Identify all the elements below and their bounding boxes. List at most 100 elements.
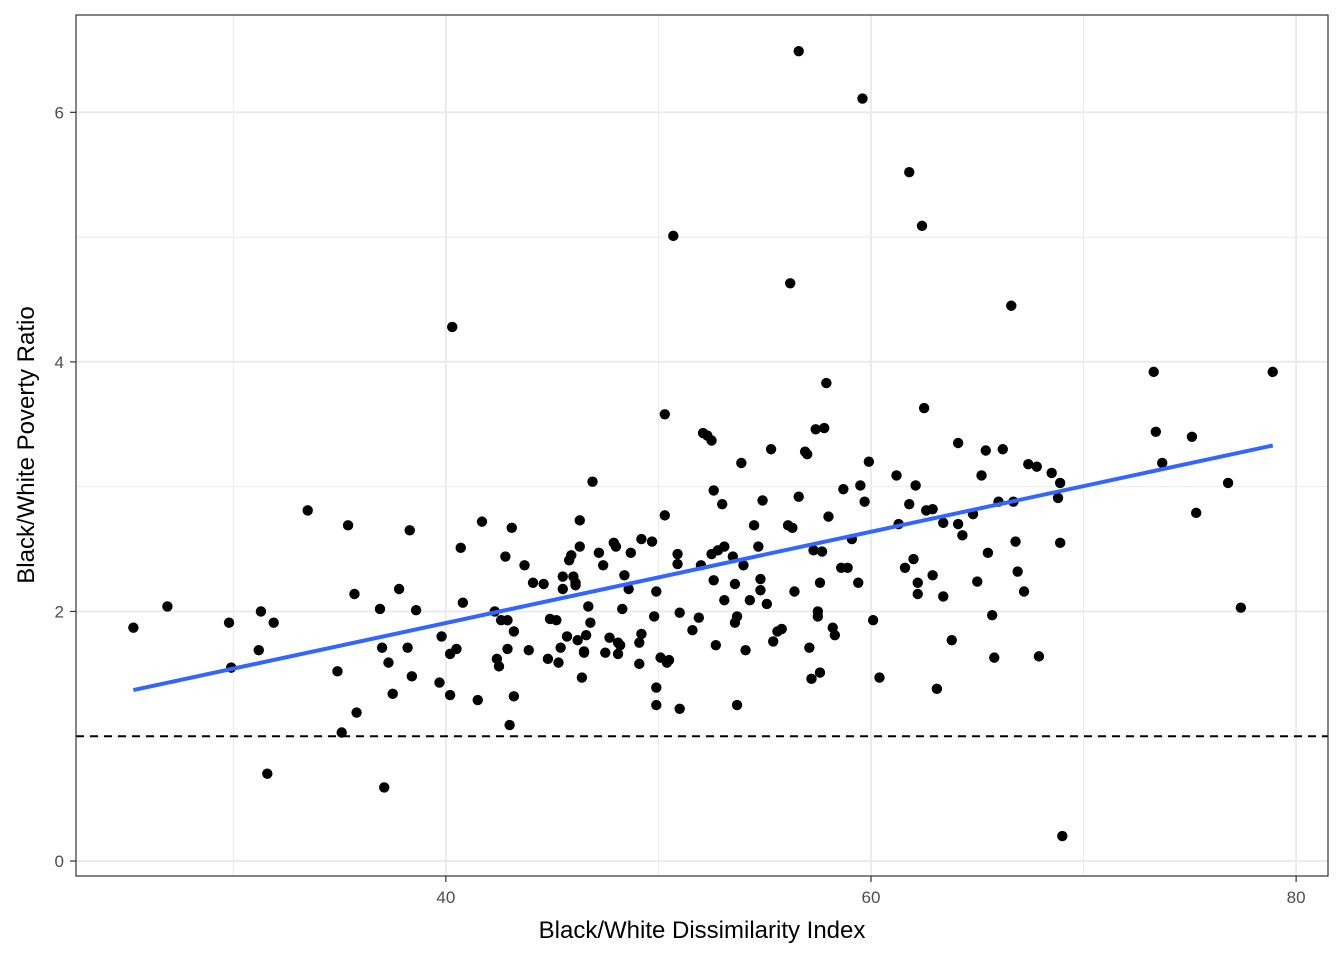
- data-point: [585, 617, 596, 628]
- data-point: [776, 623, 787, 635]
- data-point: [982, 547, 994, 559]
- data-point: [693, 612, 705, 623]
- data-point: [387, 688, 398, 700]
- data-point: [997, 444, 1008, 455]
- data-point: [908, 553, 919, 565]
- data-point: [253, 644, 265, 656]
- data-point: [1052, 492, 1064, 504]
- data-point: [447, 321, 458, 333]
- data-point: [1046, 467, 1057, 479]
- data-point: [710, 639, 722, 651]
- data-point: [952, 518, 964, 530]
- y-tick-label: 4: [55, 353, 64, 372]
- data-point: [838, 483, 849, 495]
- data-point: [761, 598, 773, 610]
- data-point: [332, 666, 343, 677]
- data-point: [918, 402, 930, 414]
- data-point: [404, 525, 415, 536]
- data-point: [634, 658, 645, 670]
- data-point: [910, 480, 921, 491]
- data-point: [457, 597, 469, 608]
- data-point: [829, 629, 841, 641]
- data-point: [867, 614, 879, 626]
- data-point: [863, 456, 875, 467]
- data-point: [472, 694, 483, 706]
- data-point: [600, 647, 611, 658]
- data-point: [557, 571, 568, 582]
- y-axis-ticks: 0 2 4 6: [55, 103, 76, 871]
- data-point: [619, 570, 630, 581]
- data-point: [806, 673, 817, 685]
- data-point: [708, 575, 719, 586]
- data-point: [502, 643, 513, 655]
- data-point: [402, 642, 413, 653]
- data-point: [625, 547, 636, 559]
- data-point: [755, 573, 766, 585]
- data-point: [855, 480, 866, 491]
- data-point: [1054, 537, 1066, 549]
- data-point: [1222, 477, 1234, 489]
- data-point: [379, 782, 390, 793]
- y-tick-label: 6: [55, 103, 64, 122]
- data-point: [946, 634, 957, 646]
- data-point: [302, 505, 313, 516]
- data-point: [980, 445, 991, 456]
- data-point: [610, 541, 622, 552]
- data-point: [393, 583, 405, 595]
- data-point: [916, 220, 928, 232]
- data-point: [374, 603, 386, 615]
- data-point: [931, 683, 943, 695]
- data-point: [1191, 507, 1202, 519]
- data-point: [719, 595, 730, 606]
- y-tick-label: 0: [55, 852, 64, 871]
- data-point: [651, 699, 662, 711]
- data-point: [1054, 477, 1066, 489]
- data-point: [623, 583, 634, 595]
- plot-panel-background: [76, 15, 1328, 876]
- data-point: [223, 617, 235, 628]
- data-point: [570, 580, 581, 591]
- data-point: [255, 606, 267, 617]
- data-point: [972, 576, 983, 587]
- data-point: [504, 719, 515, 731]
- data-point: [349, 588, 360, 600]
- data-point: [842, 562, 853, 573]
- data-point: [572, 634, 583, 646]
- x-axis-title: Black/White Dissimilarity Index: [539, 917, 866, 944]
- x-tick-label: 80: [1287, 888, 1306, 907]
- data-point: [506, 522, 517, 534]
- x-tick-label: 40: [436, 888, 455, 907]
- data-point: [508, 626, 520, 637]
- data-point: [1010, 536, 1021, 547]
- data-point: [874, 672, 885, 683]
- data-point: [802, 449, 813, 460]
- data-point: [566, 550, 577, 561]
- data-point: [508, 691, 520, 702]
- data-point: [814, 667, 826, 678]
- data-point: [731, 611, 743, 622]
- data-point: [738, 560, 749, 571]
- x-tick-label: 60: [862, 888, 881, 907]
- data-point: [757, 495, 768, 506]
- data-point: [502, 614, 513, 626]
- data-point: [493, 661, 505, 672]
- data-point: [891, 470, 902, 481]
- data-point: [1235, 602, 1247, 613]
- data-point: [663, 654, 675, 666]
- data-point: [808, 545, 819, 556]
- data-point: [719, 541, 730, 552]
- data-point: [128, 622, 139, 633]
- data-point: [927, 503, 938, 515]
- data-point: [268, 617, 279, 628]
- fit-line: [132, 443, 1274, 693]
- data-point: [527, 577, 539, 588]
- data-point: [904, 167, 915, 178]
- data-point: [748, 520, 760, 531]
- data-point: [444, 689, 456, 701]
- data-point: [687, 624, 698, 636]
- data-point: [455, 542, 466, 554]
- data-point: [899, 562, 911, 573]
- data-point: [706, 435, 717, 446]
- data-point: [519, 560, 530, 571]
